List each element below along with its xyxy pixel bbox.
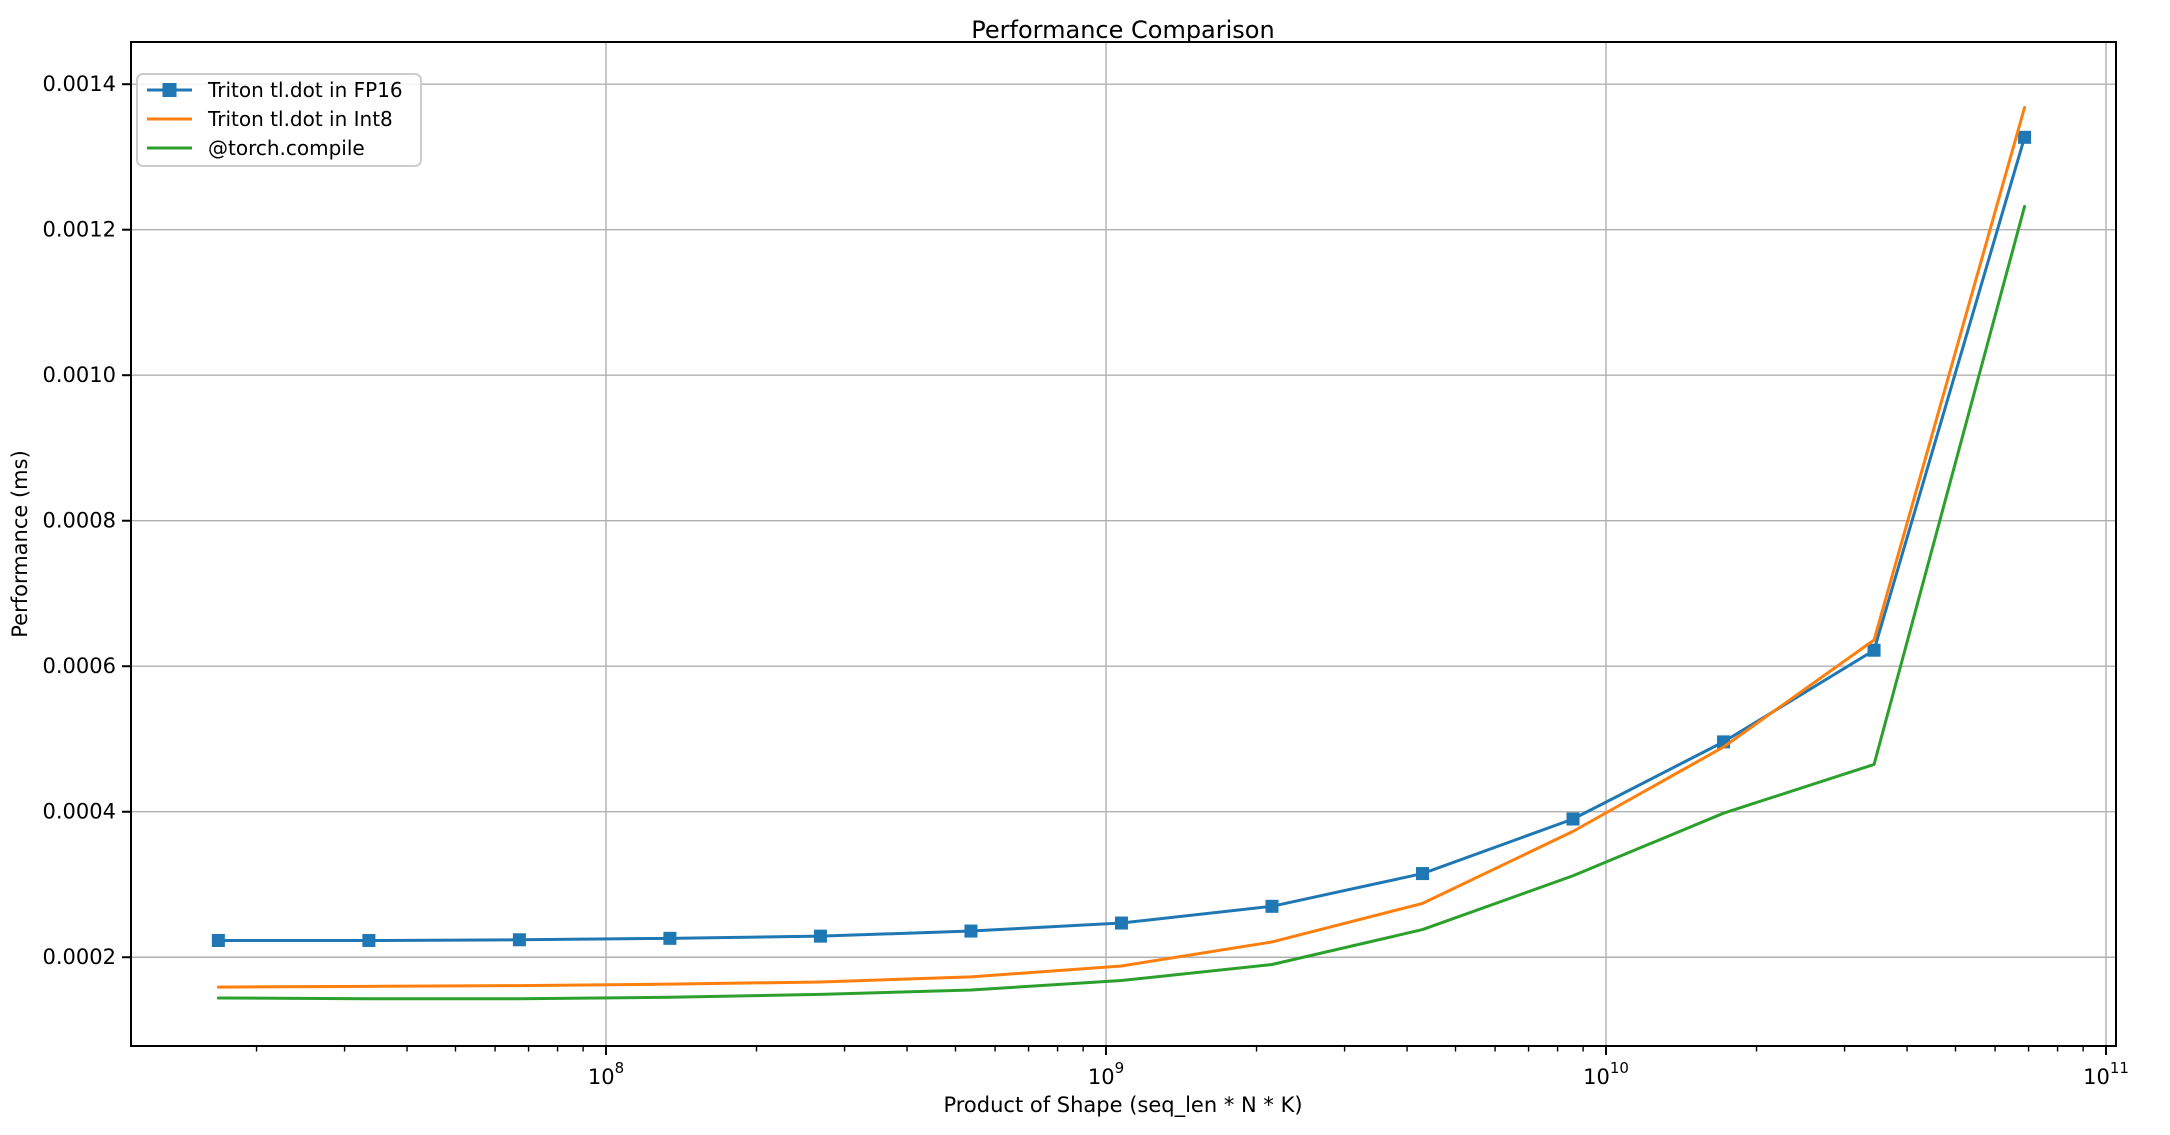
legend-label: Triton tl.dot in FP16 xyxy=(207,78,403,102)
legend: Triton tl.dot in FP16 Triton tl.dot in I… xyxy=(136,73,422,167)
series-line-2 xyxy=(216,204,2027,1001)
series-marker xyxy=(362,934,376,948)
legend-label: Triton tl.dot in Int8 xyxy=(207,107,393,131)
legend-box xyxy=(136,73,422,167)
series-marker xyxy=(1566,812,1580,826)
y-tick-label: 0.0008 xyxy=(43,509,116,533)
series-marker xyxy=(964,924,978,938)
grid-layer xyxy=(131,42,2116,1046)
x-tick-label: 1010 xyxy=(1583,1059,1629,1089)
y-tick-label: 0.0010 xyxy=(43,363,116,387)
series-marker xyxy=(2018,130,2032,144)
series-marker xyxy=(813,929,827,943)
chart-title: Performance Comparison xyxy=(971,16,1274,44)
series-line-0 xyxy=(216,135,2027,943)
x-axis-label: Product of Shape (seq_len * N * K) xyxy=(943,1093,1302,1118)
series-layer xyxy=(211,105,2032,1001)
x-tick-label: 109 xyxy=(1088,1059,1124,1089)
x-tick-label: 1011 xyxy=(2083,1059,2129,1089)
series-marker xyxy=(1265,899,1279,913)
legend-item-int8: Triton tl.dot in Int8 xyxy=(147,107,393,131)
axes-layer: 0.0002 0.0004 0.0006 0.0008 0.0010 0.0012 0.00… xyxy=(43,41,2129,1089)
series-marker xyxy=(663,931,677,945)
series-line-1 xyxy=(216,105,2027,989)
legend-item-fp16: Triton tl.dot in FP16 xyxy=(147,78,403,102)
legend-label: @torch.compile xyxy=(208,136,365,160)
series-marker xyxy=(1415,867,1429,881)
legend-item-torch-compile: @torch.compile xyxy=(147,136,365,160)
y-tick-label: 0.0012 xyxy=(43,218,116,242)
x-tick-label: 108 xyxy=(588,1059,624,1089)
series-marker xyxy=(211,934,225,948)
y-tick-label: 0.0006 xyxy=(43,654,116,678)
y-axis-label: Performance (ms) xyxy=(8,450,32,638)
y-tick-label: 0.0014 xyxy=(43,72,116,96)
plot-border xyxy=(130,41,2117,1047)
y-tick-label: 0.0002 xyxy=(43,945,116,969)
legend-square-marker-icon xyxy=(162,83,177,97)
series-marker xyxy=(1114,916,1128,930)
series-marker xyxy=(512,933,526,947)
y-tick-label: 0.0004 xyxy=(43,800,116,824)
series-marker xyxy=(1867,643,1881,657)
